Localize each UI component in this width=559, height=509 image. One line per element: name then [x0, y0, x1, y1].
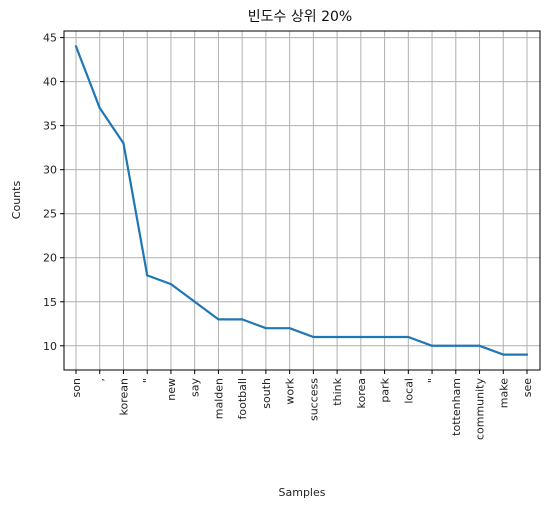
- data-point: [454, 344, 457, 347]
- data-point: [169, 283, 173, 286]
- x-tick-label: korea: [355, 378, 368, 409]
- y-tick-label: 30: [43, 164, 57, 177]
- series-line: [74, 45, 529, 356]
- data-point: [146, 274, 149, 277]
- x-tick-label: malden: [212, 378, 225, 419]
- x-tick-label: make: [497, 378, 510, 408]
- x-tick-label: ": [426, 378, 439, 383]
- y-axis-label: Counts: [10, 181, 23, 220]
- data-point: [312, 335, 315, 339]
- x-axis-label: Samples: [279, 486, 326, 499]
- y-tick-label: 15: [43, 296, 57, 309]
- data-point: [478, 344, 481, 347]
- x-tick-label: tottenham: [450, 378, 463, 436]
- x-tick-label: local: [402, 378, 415, 404]
- data-point: [98, 106, 101, 110]
- data-point: [383, 335, 386, 339]
- data-point: [74, 45, 78, 48]
- x-tick-label: success: [307, 378, 320, 421]
- data-point: [288, 327, 291, 330]
- x-tick-label: ,: [94, 378, 107, 382]
- x-tick-label: community: [474, 378, 487, 441]
- x-tick-label: think: [331, 377, 344, 405]
- x-tick-label: see: [521, 378, 534, 397]
- y-tick-label: 20: [43, 252, 57, 265]
- x-tick-label: say: [189, 378, 202, 397]
- x-tick-label: football: [236, 378, 249, 419]
- y-tick-label: 45: [43, 32, 57, 45]
- y-tick-label: 40: [43, 76, 57, 89]
- x-tick-label: son: [70, 378, 83, 397]
- data-point: [525, 353, 529, 356]
- y-axis: 10 15 20 25 30 35 40 45: [43, 32, 64, 353]
- x-tick-label: ": [141, 378, 154, 383]
- x-tick-label: south: [260, 378, 273, 409]
- chart-title: 빈도수 상위 20%: [248, 9, 352, 25]
- plot-frame: [63, 30, 541, 371]
- grid-lines: [64, 31, 540, 370]
- data-point: [217, 318, 220, 321]
- data-point: [241, 318, 244, 321]
- x-axis: son, korean " new say malden football south work…: [70, 370, 534, 440]
- y-tick-label: 10: [43, 340, 57, 353]
- x-tick-label: park: [379, 377, 392, 402]
- data-point: [193, 300, 196, 303]
- x-tick-label: korean: [117, 378, 130, 415]
- data-point: [430, 344, 434, 347]
- data-point: [122, 142, 125, 145]
- y-tick-label: 35: [43, 120, 57, 133]
- series-group: [74, 45, 529, 356]
- data-point: [502, 353, 505, 356]
- data-point: [264, 327, 267, 330]
- y-tick-label: 25: [43, 208, 57, 221]
- data-point: [359, 335, 362, 339]
- data-point: [407, 335, 410, 339]
- x-tick-label: new: [165, 378, 178, 401]
- data-point: [336, 335, 339, 339]
- x-tick-label: work: [284, 377, 297, 404]
